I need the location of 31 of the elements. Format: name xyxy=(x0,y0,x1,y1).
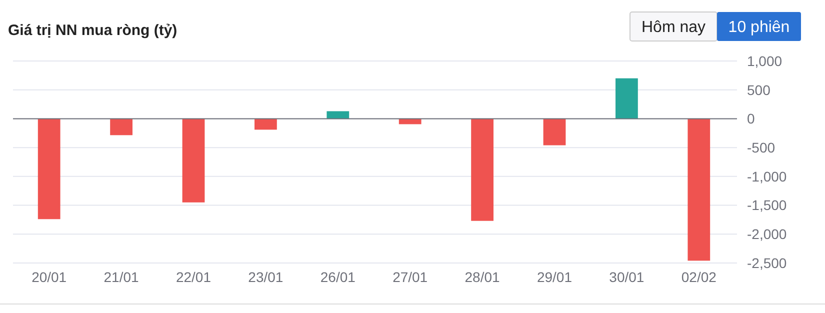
y-tick-label: 1,000 xyxy=(747,52,782,69)
x-tick-label: 27/01 xyxy=(392,269,428,285)
x-tick-label: 26/01 xyxy=(320,269,356,285)
bar xyxy=(688,118,710,261)
x-tick-label: 02/02 xyxy=(681,269,717,285)
y-tick-label: -1,000 xyxy=(747,168,787,184)
x-tick-label: 28/01 xyxy=(464,269,500,285)
bar xyxy=(110,118,132,136)
y-tick-label: -1,500 xyxy=(747,197,787,214)
bar xyxy=(471,118,494,221)
x-tick-label: 23/01 xyxy=(248,269,284,285)
chart-title: Giá trị NN mua ròng (tỷ) xyxy=(8,22,178,39)
text: 10 phiên xyxy=(728,19,790,36)
x-tick-label: 22/01 xyxy=(176,269,212,285)
bar xyxy=(326,111,350,119)
x-tick-label: 21/01 xyxy=(104,269,140,285)
y-tick-label: -2,000 xyxy=(747,226,787,242)
text: Hôm nay xyxy=(641,19,706,36)
bar xyxy=(38,118,60,220)
y-tick-label: -500 xyxy=(747,139,776,156)
bar xyxy=(398,118,422,124)
bar xyxy=(182,118,205,202)
y-tick-label: -2,500 xyxy=(747,254,787,271)
y-tick-label: 0 xyxy=(747,110,755,127)
x-tick-label: 20/01 xyxy=(32,269,67,285)
bar xyxy=(616,78,638,119)
y-tick-label: 500 xyxy=(747,82,771,98)
bar xyxy=(254,118,277,130)
x-tick-label: 30/01 xyxy=(609,269,644,285)
bar xyxy=(543,118,566,146)
x-tick-label: 29/01 xyxy=(536,269,572,285)
